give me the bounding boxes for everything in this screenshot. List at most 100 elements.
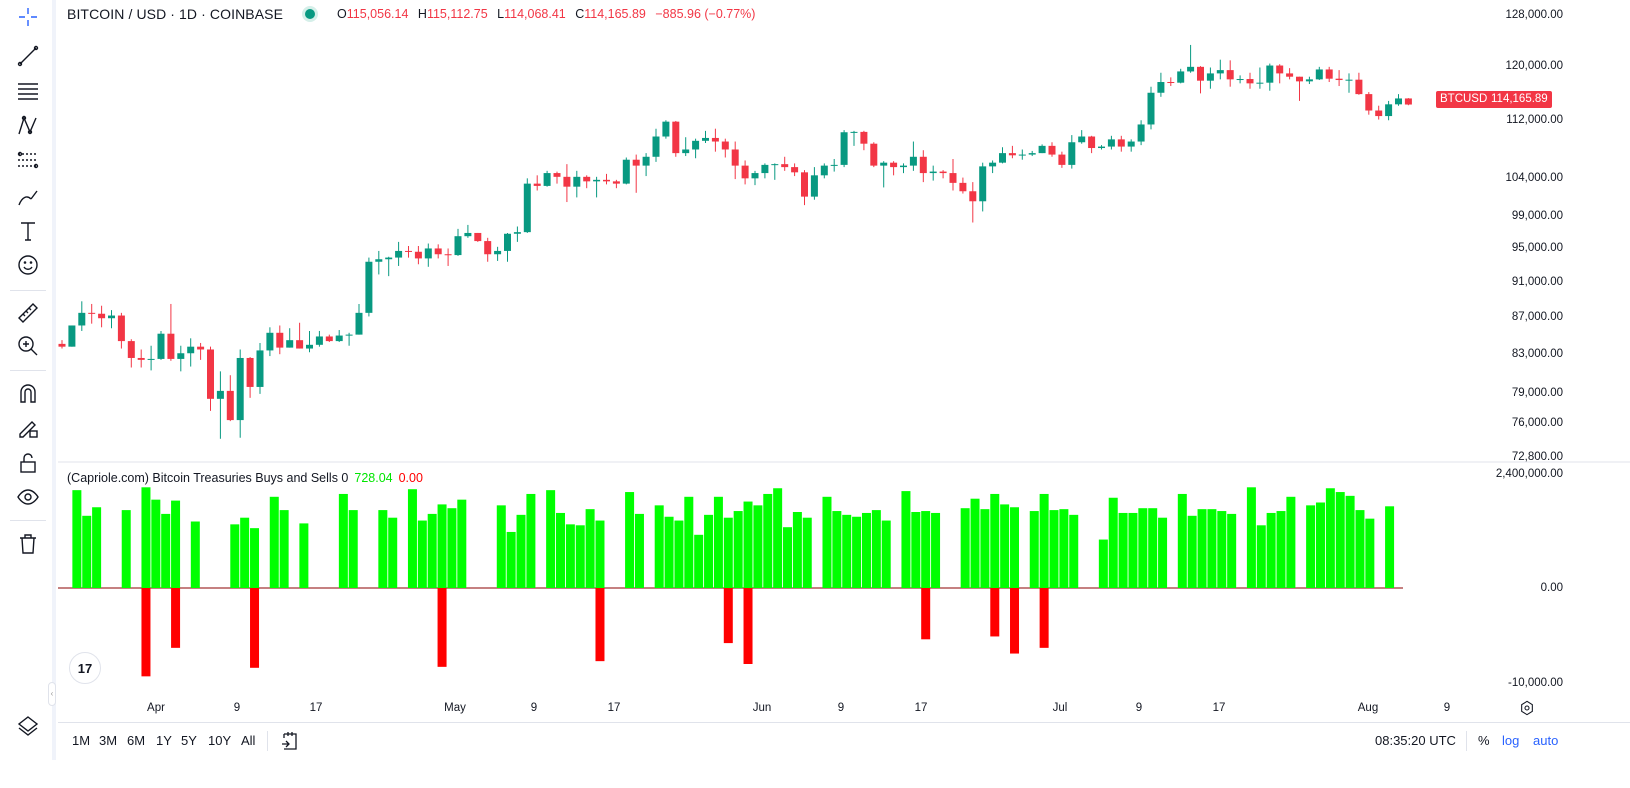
sell-bar <box>1010 588 1020 654</box>
candle <box>276 325 284 355</box>
last-price-badge: 114,165.89 <box>1487 91 1552 108</box>
buy-bar <box>842 514 852 588</box>
candle-body <box>1177 71 1185 83</box>
text-icon[interactable] <box>12 217 44 245</box>
buy-bar <box>980 509 990 588</box>
candle <box>791 163 799 177</box>
range-all-button[interactable]: All <box>241 733 256 748</box>
candle <box>1296 76 1303 101</box>
crosshair-icon[interactable] <box>12 3 44 31</box>
buy-bar <box>141 487 151 588</box>
candle <box>1325 66 1333 83</box>
magnet-icon[interactable] <box>12 380 44 408</box>
candle <box>642 153 650 177</box>
range-1y-button[interactable]: 1Y <box>156 733 172 748</box>
candle <box>177 345 185 372</box>
candle <box>919 150 927 183</box>
range-10y-button[interactable]: 10Y <box>208 733 232 748</box>
range-3m-button[interactable]: 3M <box>99 733 118 748</box>
candle <box>563 164 571 203</box>
close-value: 114,165.89 <box>584 7 646 21</box>
percent-scale-toggle[interactable]: % <box>1478 733 1490 748</box>
candle <box>820 163 828 179</box>
range-1m-button[interactable]: 1M <box>72 733 91 748</box>
candle <box>216 371 224 439</box>
buy-bar <box>753 505 763 588</box>
candle-body <box>1286 73 1294 77</box>
fib-retracement-icon[interactable] <box>12 147 44 175</box>
candle <box>1127 139 1135 152</box>
candle-body <box>1266 65 1274 83</box>
candle-body <box>1038 145 1046 154</box>
layers-icon[interactable] <box>12 712 44 740</box>
candle-body <box>870 143 878 166</box>
candle-body <box>226 390 234 421</box>
candle <box>345 332 353 346</box>
buy-bar <box>743 501 753 588</box>
unlock-icon[interactable] <box>12 449 44 477</box>
gear-icon[interactable] <box>1519 700 1535 716</box>
eye-icon[interactable] <box>12 483 44 511</box>
horizontal-lines-icon[interactable] <box>12 77 44 105</box>
market-status-dot[interactable] <box>305 9 316 19</box>
candle <box>197 342 205 360</box>
candle <box>1088 135 1096 154</box>
calendar-goto-icon[interactable] <box>280 731 300 751</box>
tradingview-logo[interactable]: 17 <box>69 652 101 684</box>
buy-bar <box>496 505 506 588</box>
emoji-icon[interactable] <box>12 251 44 279</box>
ruler-icon[interactable] <box>12 299 44 327</box>
buy-bar <box>1069 514 1079 588</box>
time-axis-label: 9 <box>1443 702 1451 714</box>
buy-bar <box>763 493 773 588</box>
candle-body <box>939 171 947 174</box>
candles-series <box>58 44 1412 439</box>
candle <box>157 330 165 360</box>
range-6m-button[interactable]: 6M <box>127 733 146 748</box>
trend-line-icon[interactable] <box>12 42 44 70</box>
candle-body <box>1276 65 1284 74</box>
candle-body <box>306 344 313 349</box>
candle-body <box>335 335 343 342</box>
candle <box>1008 145 1016 159</box>
trash-icon[interactable] <box>12 530 44 558</box>
lock-drawing-icon[interactable] <box>12 414 44 442</box>
time-axis-label: 17 <box>1212 702 1226 714</box>
buy-bar <box>654 505 664 588</box>
collapse-toolbar-handle[interactable]: ‹ <box>48 682 56 706</box>
price-axis-label: 72,800.00 <box>1511 450 1563 463</box>
buy-bar <box>1039 493 1049 588</box>
candle-body <box>612 181 620 184</box>
zoom-in-icon[interactable] <box>12 332 44 360</box>
candle-body <box>365 261 373 313</box>
buy-bar <box>852 516 862 588</box>
candle-body <box>999 153 1006 163</box>
log-scale-toggle[interactable]: log <box>1502 733 1520 748</box>
candle <box>632 154 640 193</box>
candle <box>296 322 304 349</box>
sell-bar <box>1039 588 1049 648</box>
buy-bar <box>921 511 931 588</box>
buy-bar <box>931 512 941 588</box>
brush-icon[interactable] <box>12 183 44 211</box>
auto-scale-toggle[interactable]: auto <box>1533 733 1559 748</box>
buy-bar <box>92 507 102 588</box>
drawing-toolbar <box>0 0 56 760</box>
buy-bar <box>1138 508 1148 588</box>
candle <box>494 246 502 261</box>
candle <box>870 142 878 168</box>
candle-body <box>1028 153 1036 155</box>
clock[interactable]: 08:35:20 UTC <box>1375 733 1456 748</box>
pattern-icon[interactable] <box>12 112 44 140</box>
candle-body <box>504 233 511 251</box>
range-5y-button[interactable]: 5Y <box>181 733 197 748</box>
buy-bar <box>694 534 704 588</box>
time-axis-label: 17 <box>607 702 621 714</box>
time-axis-label: 17 <box>914 702 928 714</box>
indicator-title[interactable]: (Capriole.com) Bitcoin Treasuries Buys a… <box>67 471 349 485</box>
symbol-title[interactable]: BITCOIN / USD · 1D · COINBASE <box>67 6 284 22</box>
buy-bar <box>1148 508 1158 588</box>
indicator-buy-value: 728.04 <box>354 471 393 485</box>
candle <box>1375 105 1383 120</box>
chart-canvas[interactable] <box>0 0 1630 760</box>
